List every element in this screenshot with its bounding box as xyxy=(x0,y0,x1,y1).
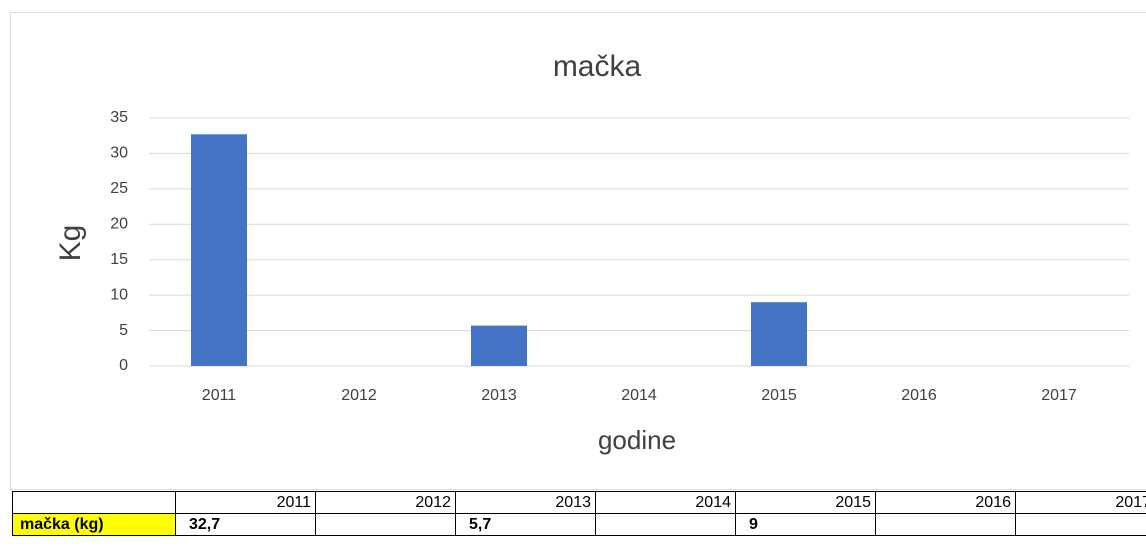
y-tick-label: 35 xyxy=(110,109,128,126)
y-axis-label: Kg xyxy=(54,225,87,262)
x-tick-label: 2012 xyxy=(341,387,377,404)
x-tick-label: 2013 xyxy=(481,387,517,404)
chart-frame xyxy=(10,12,1146,490)
table-label-cell xyxy=(12,513,175,535)
table-cell: 5,7 xyxy=(469,516,491,533)
x-tick-label: 2014 xyxy=(621,387,657,404)
x-tick-label: 2016 xyxy=(901,387,937,404)
x-tick-label: 2011 xyxy=(202,387,237,404)
x-tick-label: 2017 xyxy=(1041,387,1077,404)
table-header: 2017 xyxy=(1115,494,1146,511)
y-tick-label: 0 xyxy=(119,357,128,374)
x-axis-label: godine xyxy=(598,425,676,455)
bar xyxy=(191,134,247,366)
y-tick-label: 30 xyxy=(110,145,128,162)
table-cell: 9 xyxy=(749,516,758,533)
y-tick-label: 20 xyxy=(110,216,128,233)
table-header: 2014 xyxy=(695,494,731,511)
y-tick-label: 5 xyxy=(119,322,128,339)
x-tick-label: 2015 xyxy=(761,387,797,404)
y-tick-label: 25 xyxy=(110,180,128,197)
table-header: 2013 xyxy=(555,494,591,511)
table-cell: 32,7 xyxy=(189,516,220,533)
table-header: 2012 xyxy=(415,494,451,511)
table-row-label: mačka (kg) xyxy=(20,516,104,533)
bar xyxy=(751,302,807,366)
y-tick-label: 10 xyxy=(110,286,128,303)
table-header: 2011 xyxy=(277,494,312,511)
y-tick-label: 15 xyxy=(110,251,128,268)
table-header: 2016 xyxy=(975,494,1011,511)
bar xyxy=(471,325,527,366)
table-header: 2015 xyxy=(835,494,871,511)
chart-title: mačka xyxy=(553,50,642,83)
